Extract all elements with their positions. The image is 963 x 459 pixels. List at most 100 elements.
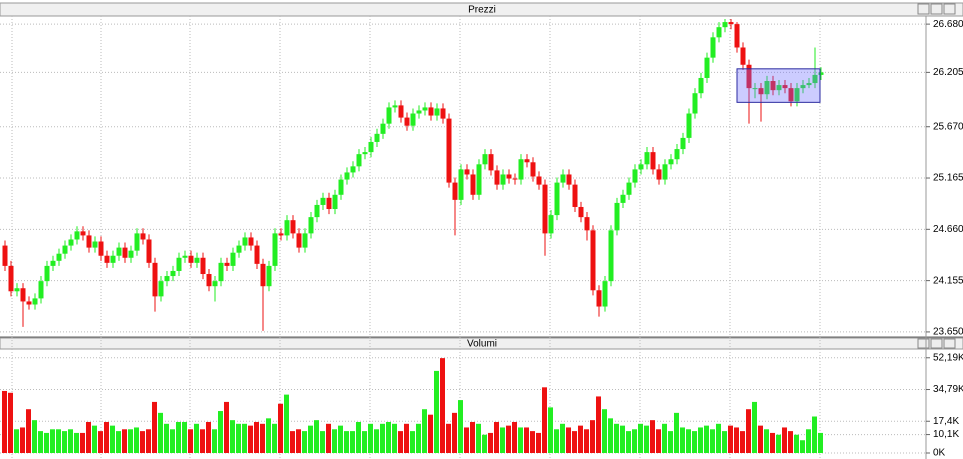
volume-bar [548, 407, 553, 453]
volume-bar [470, 421, 475, 453]
window-buttons[interactable] [917, 338, 956, 349]
volume-bar [104, 421, 109, 453]
volume-bar [794, 434, 799, 453]
maximize-button[interactable] [930, 3, 943, 15]
candle-body [92, 241, 98, 248]
volume-bar [452, 412, 457, 453]
candle-body [668, 159, 674, 165]
candle-body [644, 152, 650, 165]
candle-body [38, 281, 44, 299]
volume-bar [236, 423, 241, 453]
minimize-button[interactable] [917, 338, 930, 349]
candle-body [104, 255, 110, 263]
candle-body [692, 93, 698, 114]
candle-body [782, 85, 788, 89]
candle-body [236, 245, 242, 253]
volume-bar [482, 434, 487, 453]
candle-body [518, 159, 524, 180]
candle-body [356, 154, 362, 167]
candle-body [8, 265, 14, 292]
volume-bar [32, 420, 37, 453]
candle-body [740, 47, 746, 65]
volume-bar [218, 411, 223, 453]
volume-bar [722, 431, 727, 453]
candle-body [680, 137, 686, 150]
volume-bar [698, 427, 703, 453]
volume-bar [668, 431, 673, 453]
volume-bar [8, 392, 13, 453]
y-tick-label: 25.670 [933, 121, 963, 132]
candle-body [458, 169, 464, 200]
candle-body [398, 105, 404, 118]
y-tick-label: 24.155 [933, 275, 963, 286]
volume-bar [566, 427, 571, 453]
candle-body [56, 253, 62, 261]
candle-body [572, 184, 578, 207]
y-tick-label: 24.660 [933, 224, 963, 235]
candle-body [764, 81, 770, 95]
candle-body [800, 85, 806, 89]
volume-bar [620, 425, 625, 453]
volume-bar [740, 431, 745, 453]
candle-body [716, 27, 722, 38]
volume-bar [158, 412, 163, 453]
volume-bar [68, 429, 73, 453]
volume-bar [116, 431, 121, 453]
candle-body [422, 107, 428, 111]
candle-body [728, 22, 734, 25]
volume-bar [296, 429, 301, 453]
candle-body [182, 255, 188, 258]
volume-bar [440, 358, 445, 453]
candle-body [464, 169, 470, 175]
volume-bar [416, 423, 421, 453]
close-button[interactable] [943, 3, 956, 15]
volume-bar [86, 421, 91, 453]
candle-body [626, 182, 632, 195]
volume-bar [146, 429, 151, 453]
volume-bar [584, 429, 589, 453]
candle-body [470, 174, 476, 195]
candle-body [164, 276, 170, 282]
minimize-button[interactable] [917, 3, 930, 15]
candle-body [68, 239, 74, 246]
candle-body [698, 77, 704, 94]
candle-body [50, 260, 56, 266]
volume-bar [626, 431, 631, 453]
volume-bar [680, 427, 685, 453]
volume-bar [170, 429, 175, 453]
candle-body [806, 83, 812, 86]
candle-body [404, 117, 410, 126]
close-button[interactable] [943, 338, 956, 349]
volume-bar [404, 423, 409, 453]
volume-bar [614, 423, 619, 453]
candle-body [548, 215, 554, 234]
candle-body [602, 281, 608, 307]
candle-body [812, 74, 818, 84]
candle-body [482, 154, 488, 165]
volume-bar [212, 429, 217, 453]
volume-bar [812, 416, 817, 453]
maximize-button[interactable] [930, 338, 943, 349]
volume-bar [782, 427, 787, 453]
volume-bar [14, 429, 19, 453]
volume-bar [818, 432, 823, 453]
candle-body [608, 230, 614, 282]
candle-body [638, 164, 644, 170]
candle-body [506, 174, 512, 179]
window-buttons[interactable] [917, 3, 956, 15]
volume-bar [230, 420, 235, 453]
volume-bar [422, 409, 427, 453]
candle-body [326, 197, 332, 210]
volume-bar [356, 421, 361, 453]
volume-bar [188, 429, 193, 453]
volume-bar [638, 423, 643, 453]
candle-body [596, 290, 602, 307]
volume-bar [140, 431, 145, 453]
volume-bar [746, 409, 751, 453]
volume-bar [338, 425, 343, 453]
candle-body [314, 204, 320, 218]
volume-bar [254, 421, 259, 453]
candle-body [176, 257, 182, 271]
volume-bar [176, 421, 181, 453]
